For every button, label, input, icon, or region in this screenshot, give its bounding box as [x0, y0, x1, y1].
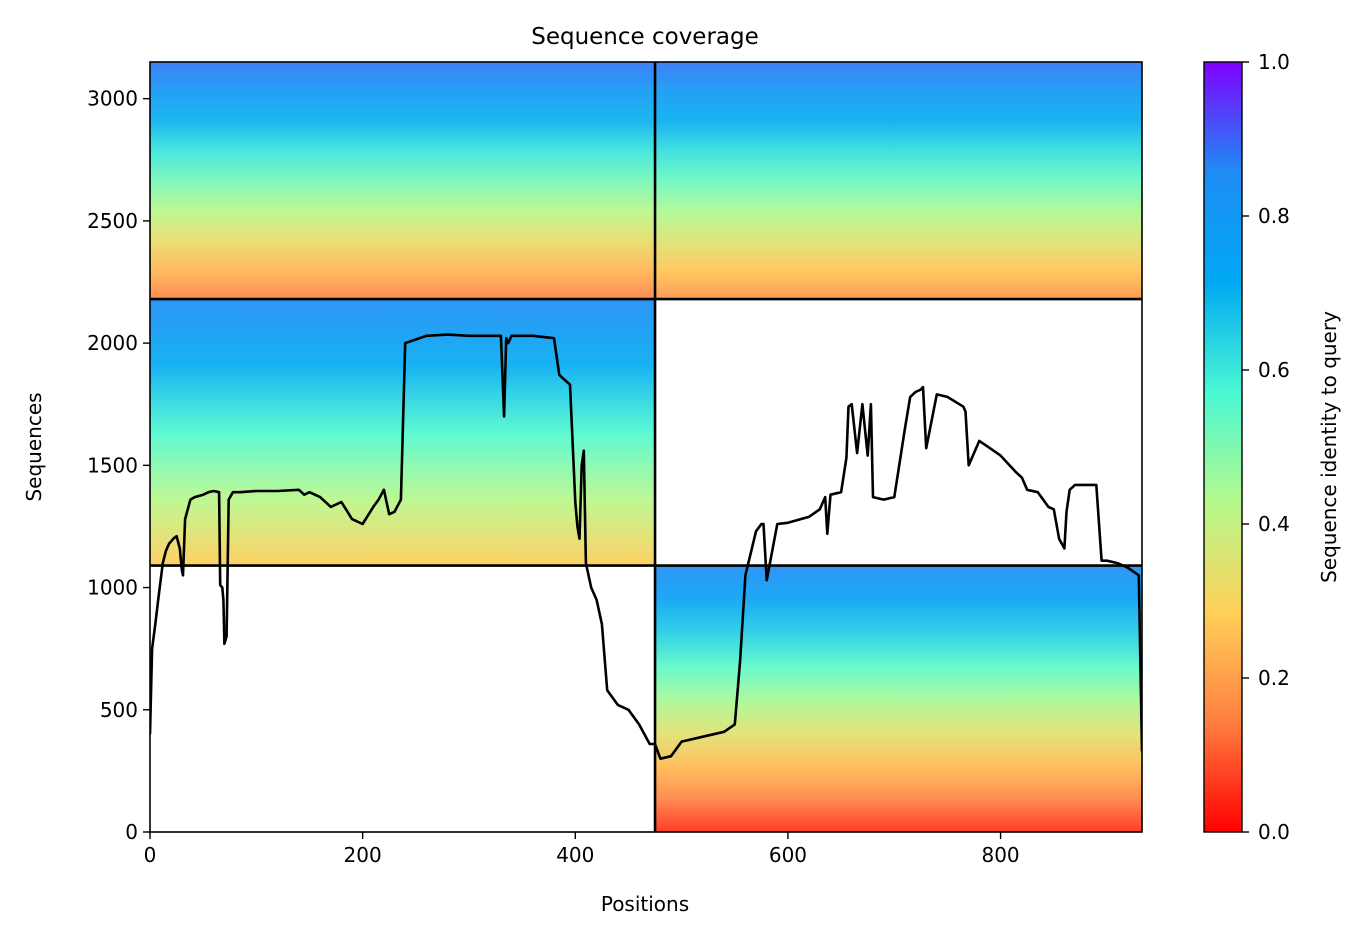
coverage-block: [655, 62, 1142, 300]
colorbar: [1203, 61, 1243, 833]
y-tick-label: 2000: [87, 331, 138, 355]
colorbar-tick-label: 1.0: [1258, 50, 1290, 74]
x-tick-label: 200: [344, 843, 382, 867]
x-axis: 0 200 400 600 800: [144, 832, 1020, 867]
x-tick-label: 400: [556, 843, 594, 867]
x-tick-label: 600: [769, 843, 807, 867]
colorbar-tick-label: 0.0: [1258, 820, 1290, 844]
y-tick-label: 3000: [87, 87, 138, 111]
x-axis-label: Positions: [601, 892, 689, 916]
colorbar-label: Sequence identity to query: [1317, 311, 1341, 583]
coverage-block: [150, 62, 656, 300]
y-tick-label: 1000: [87, 576, 138, 600]
y-tick-label: 500: [100, 698, 138, 722]
colorbar-tick-label: 0.6: [1258, 358, 1290, 382]
plot-frame: [149, 61, 1143, 833]
y-tick-label: 1500: [87, 453, 138, 477]
y-tick-label: 0: [125, 820, 138, 844]
coverage-blocks: [150, 62, 1142, 832]
y-axis: 0 500 1000 1500 2000 2500 3000: [87, 87, 150, 844]
colorbar-tick-label: 0.8: [1258, 204, 1290, 228]
coverage-line: [150, 333, 1142, 761]
grid-dividers: [150, 62, 1142, 832]
colorbar-tick-label: 0.2: [1258, 666, 1290, 690]
y-tick-label: 2500: [87, 209, 138, 233]
y-axis-label: Sequences: [22, 392, 46, 501]
coverage-block: [655, 565, 1142, 832]
coverage-line-layer: [150, 333, 1142, 761]
x-tick-label: 0: [144, 843, 157, 867]
colorbar-tick-label: 0.4: [1258, 512, 1290, 536]
x-tick-label: 800: [981, 843, 1019, 867]
chart-title: Sequence coverage: [531, 24, 759, 50]
colorbar-ticks: 0.0 0.2 0.4 0.6 0.8 1.0: [1242, 50, 1290, 844]
